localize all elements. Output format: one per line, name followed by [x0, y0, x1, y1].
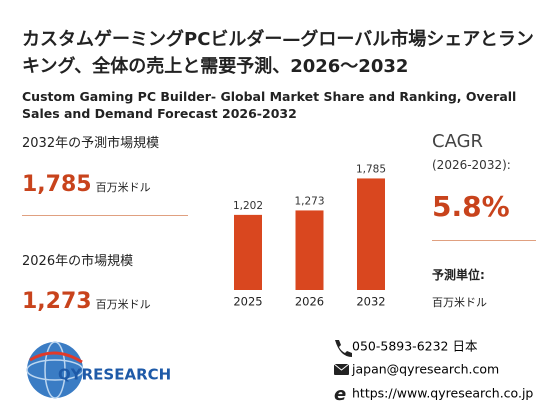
x-tick-label: 2032	[356, 295, 385, 309]
contact-phone: 050-5893-6232 日本	[352, 339, 478, 354]
stat-label: 2026年の市場規模	[22, 254, 134, 269]
stat-unit: 百万米ドル	[95, 298, 151, 311]
contact-email: japan@qyresearch.com	[351, 362, 499, 377]
divider	[432, 240, 536, 241]
value-label: 1,273	[294, 195, 324, 207]
unit-label: 予測単位:	[432, 268, 485, 282]
stat-value: 1,273	[22, 289, 92, 314]
stat: 1,785 百万米ドル	[22, 172, 151, 197]
stat-value: 1,785	[22, 172, 92, 197]
cagr-value: 5.8%	[432, 190, 510, 223]
unit-value: 百万米ドル	[432, 296, 487, 309]
x-tick-label: 2025	[233, 295, 262, 309]
bar	[234, 214, 262, 290]
bar	[295, 210, 324, 290]
contact-icons: e	[333, 340, 352, 405]
value-label: 1,785	[356, 163, 386, 175]
svg-text:e: e	[334, 384, 346, 405]
cagr-label: CAGR	[432, 131, 484, 152]
value-label: 1,202	[233, 200, 263, 212]
x-tick-label: 2026	[295, 295, 324, 309]
logo-text: QYRESEARCH	[58, 366, 171, 384]
title: カスタムゲーミングPCビルダー—グローバル市場シェアとランキング、全体の売上と需…	[22, 29, 534, 77]
stat: 1,273 百万米ドル	[22, 289, 151, 314]
cagr-period: (2026-2032):	[432, 158, 511, 172]
contact-web: https://www.qyresearch.co.jp	[352, 386, 533, 401]
stat-label: 2032年の予測市場規模	[22, 136, 160, 151]
divider	[22, 215, 188, 216]
logo-globe	[26, 341, 84, 399]
stat-unit: 百万米ドル	[95, 181, 151, 194]
bar	[357, 178, 385, 290]
subtitle: Custom Gaming PC Builder- Global Market …	[22, 89, 517, 121]
